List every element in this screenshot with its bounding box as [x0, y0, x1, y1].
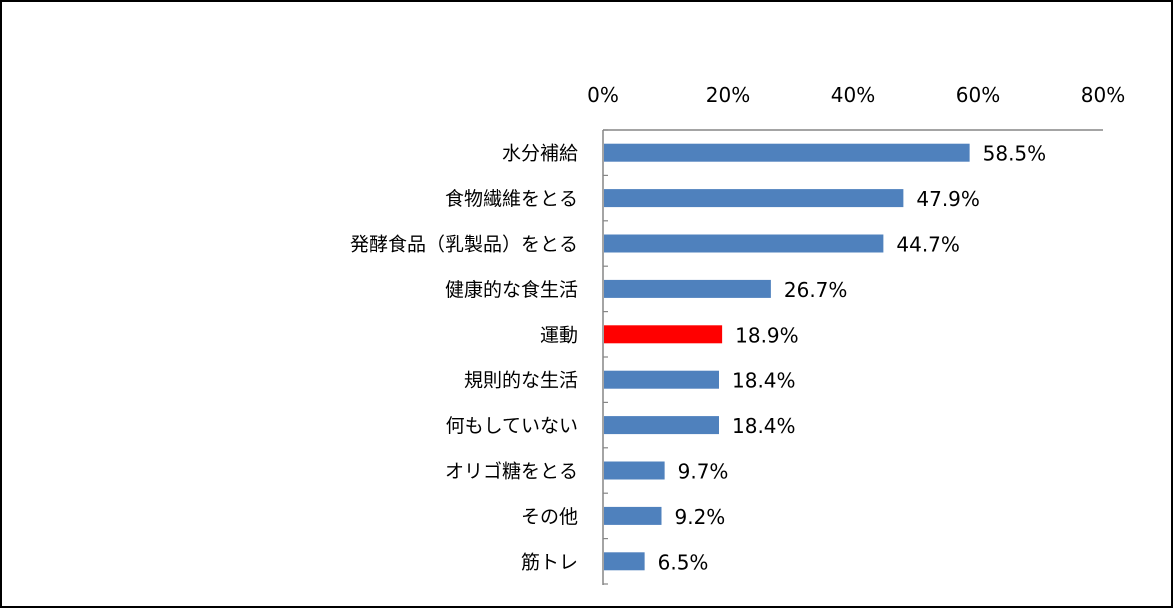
category-label: 発酵食品（乳製品）をとる [350, 234, 578, 256]
data-label: 18.4% [732, 414, 796, 438]
bar [604, 370, 719, 389]
data-label: 6.5% [658, 550, 709, 574]
bar [604, 325, 723, 344]
category-label: オリゴ糖をとる [445, 461, 578, 483]
category-label: 筋トレ [521, 551, 578, 573]
data-label: 58.5% [983, 142, 1047, 166]
data-label: 47.9% [916, 187, 980, 211]
x-tick-label: 40% [831, 83, 875, 107]
category-label: 何もしていない [446, 415, 578, 437]
bar [604, 279, 771, 298]
x-tick-label: 80% [1081, 83, 1125, 107]
category-label: その他 [521, 506, 578, 528]
bar [604, 416, 719, 435]
category-label: 健康的な食生活 [445, 279, 578, 301]
bar [604, 461, 665, 480]
bar [604, 552, 645, 571]
category-label: 水分補給 [502, 143, 578, 165]
data-label: 44.7% [896, 233, 960, 257]
axes [602, 129, 1103, 585]
category-label: 規則的な生活 [464, 370, 578, 392]
x-tick-label: 20% [706, 83, 750, 107]
bar [604, 143, 970, 162]
bar [604, 234, 884, 253]
labels: 0% 20% 40% 60% 80% 水分補給 58.5% 食物繊維をとる 47.9% 発酵食品（… [350, 83, 1125, 574]
x-tick-label: 60% [956, 83, 1000, 107]
category-label: 食物繊維をとる [445, 188, 578, 210]
data-label: 18.9% [735, 323, 799, 347]
data-label: 18.4% [732, 369, 796, 393]
bar [604, 189, 904, 208]
bars [604, 143, 970, 571]
x-tick-label: 0% [587, 83, 619, 107]
data-label: 9.7% [678, 460, 729, 484]
data-label: 9.2% [675, 505, 726, 529]
category-label: 運動 [540, 324, 578, 346]
data-label: 26.7% [784, 278, 848, 302]
bar [604, 506, 662, 525]
